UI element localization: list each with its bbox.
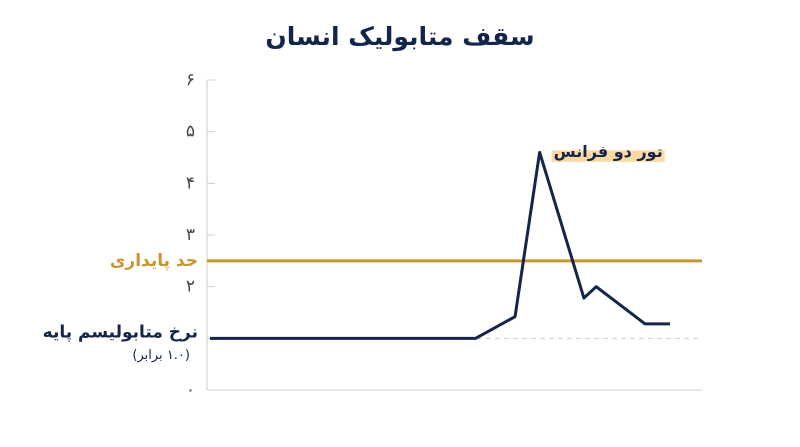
annotation: تور دو فرانس bbox=[551, 142, 665, 162]
y-tick-label: ۲ bbox=[186, 277, 195, 297]
chart-title: سقف متابولیک انسان bbox=[265, 22, 534, 52]
reference-sublabel: (۱.۰ برابر) bbox=[132, 348, 190, 363]
y-tick-label: ۶ bbox=[186, 70, 195, 90]
reference-label: نرخ متابولیسم پایه bbox=[43, 322, 198, 342]
y-tick-label: ۵ bbox=[186, 122, 195, 142]
annotation-text: تور دو فرانس bbox=[554, 142, 663, 161]
y-tick-label: ۰ bbox=[186, 380, 195, 400]
y-tick-label: ۳ bbox=[186, 225, 195, 245]
reference-label: حد پایداری bbox=[110, 251, 198, 271]
line-series bbox=[210, 150, 671, 340]
annotation-highlight bbox=[551, 150, 665, 162]
y-tick-label: ۴ bbox=[186, 173, 195, 193]
